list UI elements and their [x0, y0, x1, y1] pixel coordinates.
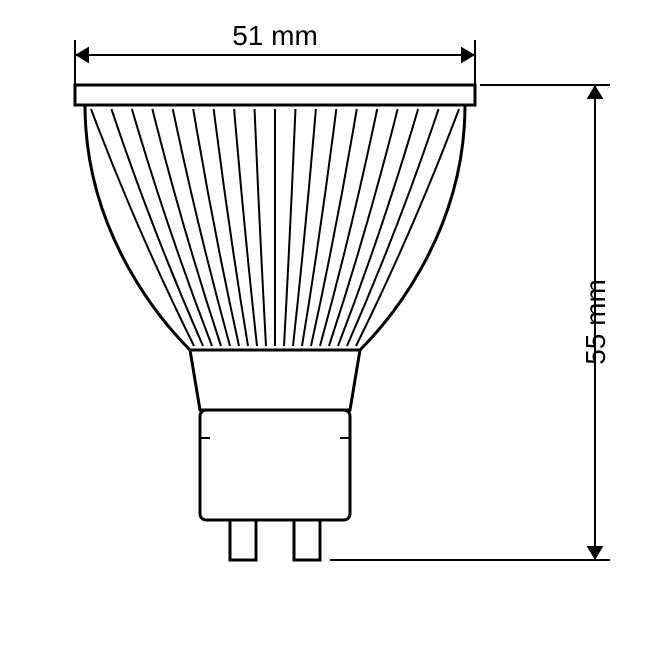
neck [190, 350, 360, 410]
bulb-drawing [75, 85, 475, 560]
width-label: 51 mm [232, 20, 318, 51]
dimension-width: 51 mm [75, 20, 475, 85]
gu10-base [200, 410, 350, 520]
height-label: 55 mm [580, 279, 611, 365]
lens-top [75, 85, 475, 105]
pin-1 [230, 520, 256, 560]
pin-2 [294, 520, 320, 560]
